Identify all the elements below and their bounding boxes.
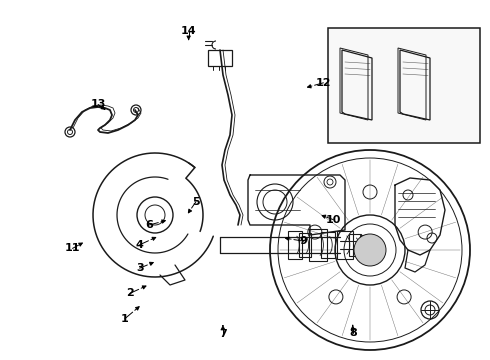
Text: 13: 13 [90,99,106,109]
Text: 12: 12 [316,78,331,88]
Text: 2: 2 [126,288,134,298]
Bar [360,235,370,255]
Text: 3: 3 [136,263,144,273]
Bar [328,28,480,143]
Text: 11: 11 [65,243,80,253]
Text: 6: 6 [146,220,153,230]
Circle shape [354,234,386,266]
Text: 5: 5 [192,197,200,207]
Bar [208,50,232,66]
Bar [288,231,302,259]
Text: 7: 7 [219,329,227,339]
Bar [299,233,311,257]
Bar [337,231,353,259]
Text: 9: 9 [300,236,308,246]
Text: 1: 1 [121,314,129,324]
Text: 8: 8 [349,328,357,338]
Text: 4: 4 [136,240,144,250]
Bar [349,234,361,256]
Bar [321,232,335,258]
Bar [309,229,327,261]
Text: 14: 14 [181,26,196,36]
Text: 10: 10 [325,215,341,225]
